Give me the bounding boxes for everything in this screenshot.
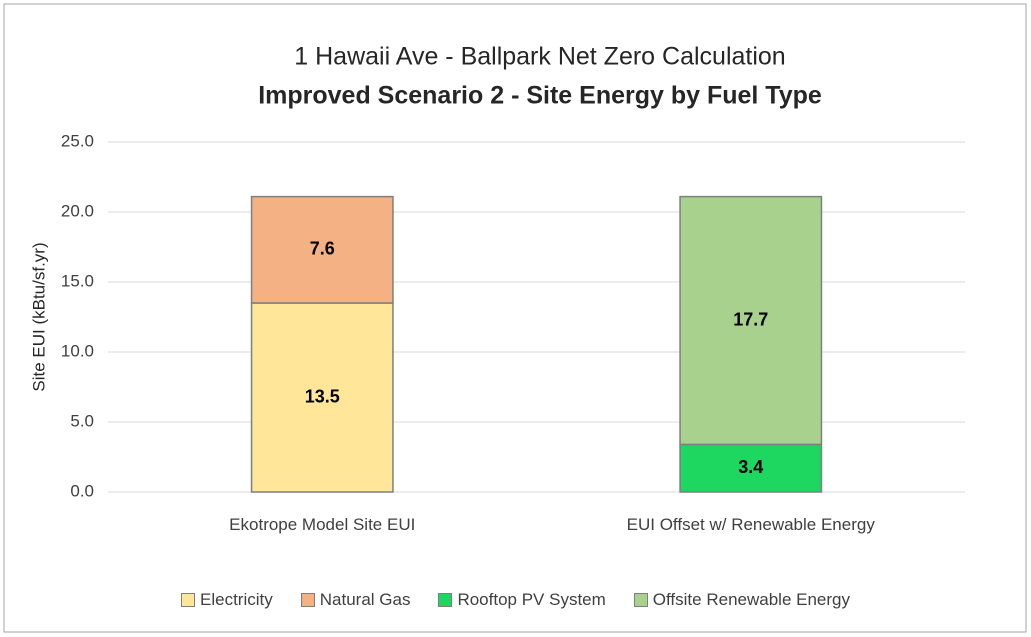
y-tick-label: 25.0 bbox=[61, 131, 94, 150]
bar-segment bbox=[250, 195, 394, 304]
bar-segment bbox=[250, 302, 394, 493]
x-tick-label: Ekotrope Model Site EUI bbox=[229, 515, 416, 534]
legend-swatch bbox=[633, 593, 648, 607]
data-label: 3.4 bbox=[738, 457, 763, 477]
x-tick-label: EUI Offset w/ Renewable Energy bbox=[626, 515, 875, 534]
legend-item: Offsite Renewable Energy bbox=[633, 590, 850, 610]
y-tick-label: 0.0 bbox=[70, 481, 94, 500]
legend-item: Electricity bbox=[181, 590, 273, 610]
chart-title: 1 Hawaii Ave - Ballpark Net Zero Calcula… bbox=[294, 43, 785, 71]
legend-item: Rooftop PV System bbox=[438, 590, 606, 610]
legend-label: Offsite Renewable Energy bbox=[652, 590, 850, 609]
data-label: 13.5 bbox=[305, 386, 340, 406]
chart-subtitle: Improved Scenario 2 - Site Energy by Fue… bbox=[258, 82, 822, 110]
y-tick-label: 5.0 bbox=[70, 411, 94, 430]
legend-label: Electricity bbox=[200, 590, 273, 609]
legend-swatch bbox=[438, 593, 453, 607]
y-tick-label: 10.0 bbox=[61, 341, 94, 360]
legend-label: Natural Gas bbox=[319, 590, 411, 609]
chart-border bbox=[3, 3, 1027, 633]
y-axis-label: Site EUI (kBtu/sf.yr) bbox=[29, 242, 48, 391]
data-label: 7.6 bbox=[310, 239, 335, 259]
legend-swatch bbox=[300, 593, 315, 607]
legend-item: Natural Gas bbox=[300, 590, 411, 610]
legend-swatch bbox=[181, 593, 196, 607]
legend-label: Rooftop PV System bbox=[457, 590, 606, 609]
legend: Electricity Natural Gas Rooftop PV System O… bbox=[0, 590, 1031, 610]
bar-segment bbox=[679, 195, 823, 446]
y-tick-label: 15.0 bbox=[61, 271, 94, 290]
data-label: 17.7 bbox=[733, 309, 768, 329]
y-tick-label: 20.0 bbox=[61, 201, 94, 220]
